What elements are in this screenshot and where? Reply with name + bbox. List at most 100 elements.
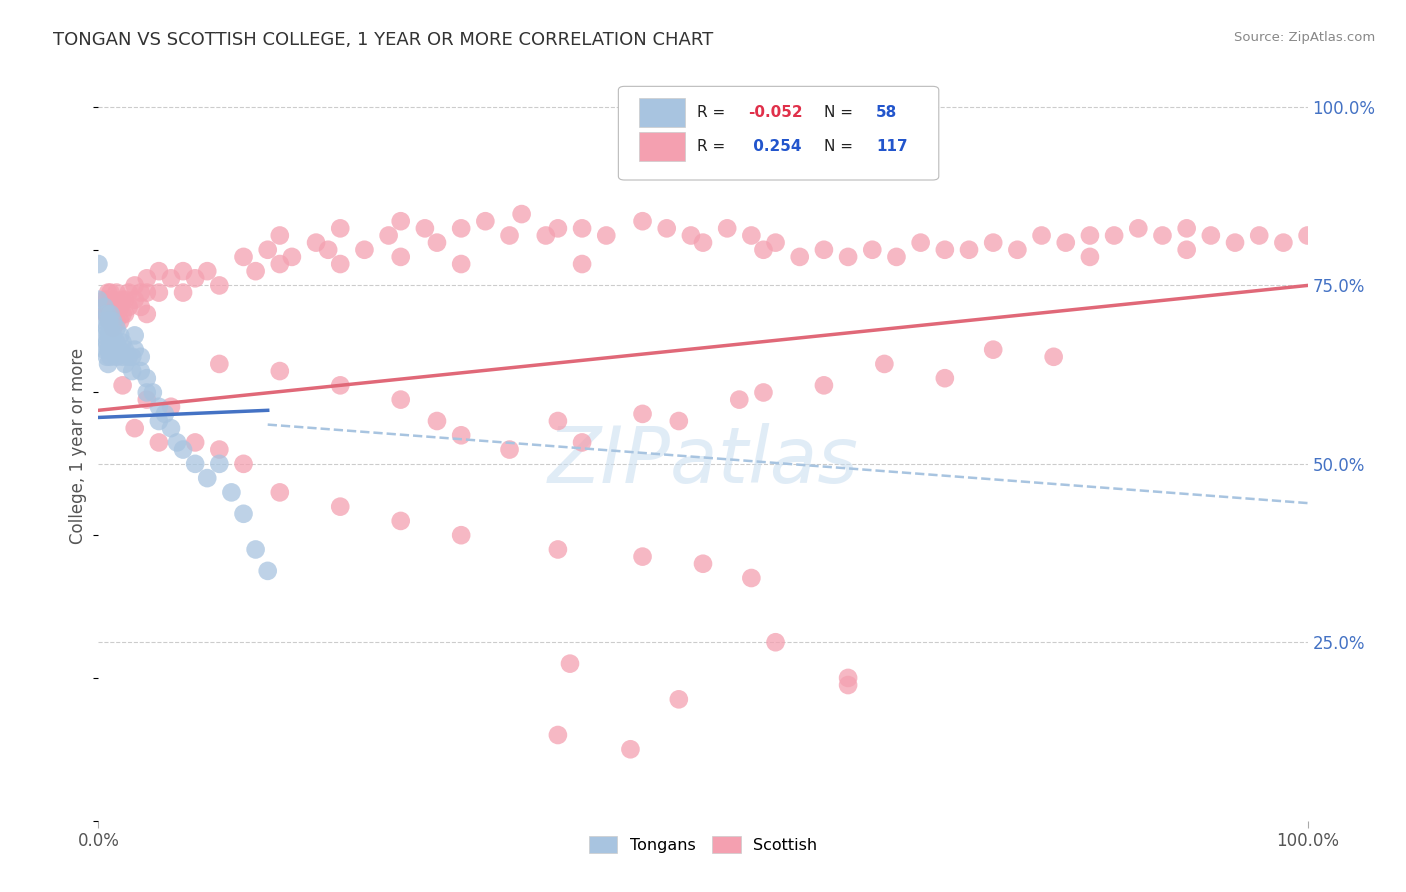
Point — [910, 235, 932, 250]
Text: TONGAN VS SCOTTISH COLLEGE, 1 YEAR OR MORE CORRELATION CHART: TONGAN VS SCOTTISH COLLEGE, 1 YEAR OR MO… — [53, 31, 714, 49]
Point — [316, 243, 339, 257]
Point — [571, 221, 593, 235]
Point — [1152, 228, 1174, 243]
Point — [148, 400, 170, 414]
Point — [208, 278, 231, 293]
Point — [160, 271, 183, 285]
Point — [135, 285, 157, 300]
Point — [474, 214, 496, 228]
Point — [1272, 235, 1295, 250]
Point — [208, 457, 231, 471]
Point — [97, 285, 120, 300]
Text: ZIPatlas: ZIPatlas — [547, 423, 859, 499]
Point — [716, 221, 738, 235]
Point — [108, 314, 131, 328]
Point — [101, 293, 124, 307]
Point — [172, 264, 194, 278]
Point — [100, 300, 122, 314]
Legend: Tongans, Scottish: Tongans, Scottish — [583, 831, 823, 857]
Point — [934, 371, 956, 385]
Text: R =: R = — [697, 139, 730, 153]
Point — [256, 243, 278, 257]
Point — [184, 435, 207, 450]
Point — [114, 357, 136, 371]
Point — [329, 257, 352, 271]
Point — [111, 307, 134, 321]
Point — [1007, 243, 1029, 257]
Point — [1078, 250, 1101, 264]
Point — [450, 528, 472, 542]
Text: R =: R = — [697, 105, 730, 120]
Point — [93, 328, 115, 343]
Point — [129, 300, 152, 314]
Point — [93, 343, 115, 357]
Point — [98, 300, 121, 314]
Point — [96, 350, 118, 364]
Point — [93, 293, 115, 307]
Point — [172, 442, 194, 457]
Point — [114, 343, 136, 357]
Point — [124, 328, 146, 343]
Point — [450, 257, 472, 271]
Point — [98, 314, 121, 328]
Point — [668, 692, 690, 706]
Point — [1102, 228, 1125, 243]
Point — [740, 228, 762, 243]
Point — [981, 235, 1004, 250]
Point — [108, 328, 131, 343]
Point — [1054, 235, 1077, 250]
Point — [1042, 350, 1064, 364]
Point — [195, 471, 218, 485]
Point — [547, 728, 569, 742]
Point — [93, 300, 115, 314]
Point — [97, 314, 120, 328]
Point — [571, 435, 593, 450]
Point — [96, 293, 118, 307]
Point — [184, 457, 207, 471]
Point — [1199, 228, 1222, 243]
Point — [1175, 221, 1198, 235]
Point — [129, 350, 152, 364]
Point — [160, 400, 183, 414]
Point — [873, 357, 896, 371]
Point — [98, 314, 121, 328]
Point — [135, 371, 157, 385]
Point — [534, 228, 557, 243]
Point — [101, 321, 124, 335]
Point — [752, 243, 775, 257]
Point — [208, 357, 231, 371]
Point — [281, 250, 304, 264]
Point — [510, 207, 533, 221]
Point — [148, 264, 170, 278]
Point — [232, 507, 254, 521]
Point — [221, 485, 243, 500]
Point — [148, 285, 170, 300]
Point — [87, 293, 110, 307]
Point — [245, 264, 267, 278]
Bar — [638, 132, 685, 161]
Point — [426, 235, 449, 250]
Point — [129, 364, 152, 378]
Point — [1249, 228, 1271, 243]
Point — [101, 343, 124, 357]
Point — [98, 343, 121, 357]
Point — [679, 228, 702, 243]
Point — [111, 335, 134, 350]
Point — [668, 414, 690, 428]
Point — [100, 335, 122, 350]
Point — [813, 378, 835, 392]
Point — [619, 742, 641, 756]
Point — [692, 557, 714, 571]
Point — [100, 350, 122, 364]
Point — [981, 343, 1004, 357]
Point — [1296, 228, 1319, 243]
Text: N =: N = — [824, 139, 858, 153]
Point — [389, 214, 412, 228]
Point — [148, 435, 170, 450]
Point — [547, 542, 569, 557]
Point — [377, 228, 399, 243]
Point — [111, 378, 134, 392]
Point — [232, 457, 254, 471]
Point — [413, 221, 436, 235]
Point — [153, 407, 176, 421]
